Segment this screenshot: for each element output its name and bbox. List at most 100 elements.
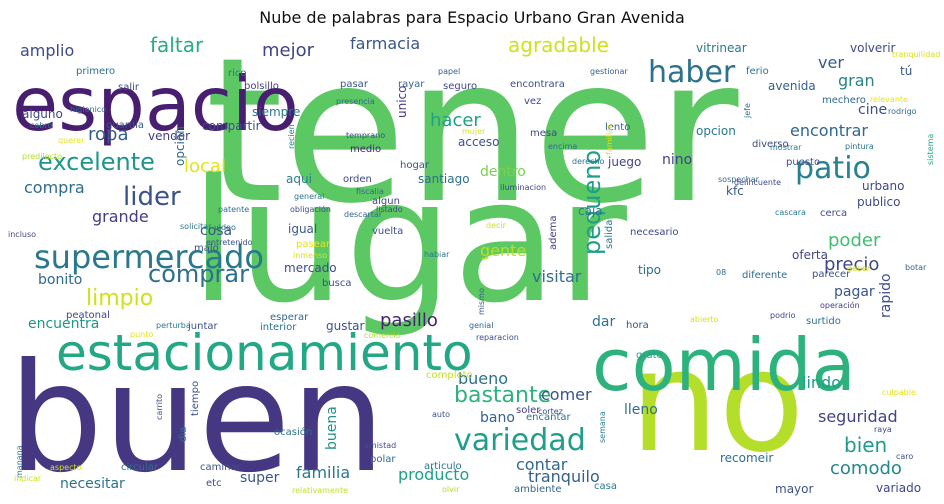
word-122: iluminacion <box>500 183 546 192</box>
word-183: semana <box>598 411 607 443</box>
word-29: grande <box>92 207 149 226</box>
word-32: precio <box>824 254 879 275</box>
word-134: malo <box>194 243 219 254</box>
word-180: cortez <box>538 407 563 416</box>
word-45: visitar <box>532 267 582 286</box>
word-83: opción <box>173 126 187 166</box>
word-162: manana <box>15 445 24 478</box>
word-192: olvir <box>442 485 460 494</box>
word-103: sistema <box>926 134 935 165</box>
word-77: publico <box>857 195 900 209</box>
word-114: mesa <box>530 128 557 139</box>
word-184: raya <box>874 425 892 434</box>
word-141: necesario <box>630 227 679 238</box>
word-2: buen <box>8 332 386 504</box>
word-172: carrito <box>155 394 164 420</box>
word-46: cosa <box>200 223 232 239</box>
word-31: poder <box>828 230 881 251</box>
word-143: habiar <box>424 250 450 259</box>
word-79: oferta <box>792 248 828 262</box>
word-61: caja <box>578 204 603 218</box>
word-179: soler <box>516 405 541 416</box>
word-107: unico <box>395 86 409 118</box>
word-161: reparacion <box>476 333 519 342</box>
word-148: cascara <box>775 208 806 217</box>
word-66: recomeir <box>720 451 773 465</box>
word-50: buena <box>324 406 340 450</box>
word-149: cerca <box>820 208 847 219</box>
word-131: video <box>214 223 236 232</box>
word-146: busca <box>322 278 352 289</box>
word-150: parecer <box>812 269 851 280</box>
word-43: pasillo <box>380 310 438 331</box>
word-69: vitrinear <box>696 41 747 55</box>
word-38: comer <box>541 385 592 404</box>
word-121: obligación <box>290 204 331 214</box>
word-76: urbano <box>862 179 904 193</box>
word-166: juntar <box>187 321 219 332</box>
word-58: dentro <box>480 164 526 180</box>
word-197: etc <box>206 478 222 489</box>
word-86: salir <box>118 82 140 93</box>
word-111: querer <box>58 136 85 145</box>
word-139: adema <box>548 216 559 251</box>
word-60: acceso <box>458 135 500 149</box>
word-56: nino <box>662 152 692 168</box>
word-98: mechero <box>822 95 866 106</box>
word-55: cine <box>858 102 887 118</box>
word-8: variedad <box>454 423 586 458</box>
word-187: aspecto <box>50 463 82 472</box>
word-104: mostrar <box>770 143 802 152</box>
word-186: culpable <box>882 388 916 397</box>
word-62: gustar <box>326 319 365 333</box>
word-16: bastante <box>454 383 551 408</box>
word-10: patio <box>795 151 871 186</box>
word-178: articulo <box>424 461 462 472</box>
word-125: encima <box>548 142 577 151</box>
word-130: solicitar <box>180 222 212 231</box>
word-175: ocasión <box>274 426 312 438</box>
word-165: perturba <box>156 321 191 330</box>
word-185: caro <box>896 452 913 461</box>
word-44: bonito <box>38 272 82 288</box>
word-26: hacer <box>430 110 481 131</box>
word-1: lugar <box>190 143 627 341</box>
word-94: papel <box>438 67 460 76</box>
word-47: encuentra <box>28 316 99 332</box>
word-20: mejor <box>262 40 315 61</box>
word-181: encantar <box>526 412 572 423</box>
word-9: haber <box>648 55 736 90</box>
word-64: bano <box>480 410 515 426</box>
word-169: esperar <box>270 312 309 323</box>
word-21: farmacia <box>350 34 420 53</box>
word-132: entretenido <box>206 238 253 247</box>
word-105: lento <box>605 122 630 133</box>
word-101: puesto <box>786 157 820 168</box>
word-152: botar <box>905 263 927 272</box>
chart-title: Nube de palabras para Espacio Urbano Gra… <box>259 8 685 27</box>
word-5: comida <box>592 323 856 407</box>
word-71: volverir <box>850 41 896 55</box>
word-168: comercio <box>364 331 401 340</box>
word-57: opcion <box>696 124 736 138</box>
word-155: operación <box>820 300 860 310</box>
word-78: kfc <box>726 184 744 198</box>
word-40: tranquilo <box>528 467 600 486</box>
word-110: cobro <box>30 121 52 130</box>
word-190: indicar <box>14 474 42 483</box>
word-167: interior <box>260 322 297 333</box>
word-100: diverso <box>752 139 789 150</box>
word-154: 08 <box>716 268 726 277</box>
word-28: compra <box>24 178 85 197</box>
word-99: jefe <box>743 103 752 119</box>
word-25: local <box>184 156 226 177</box>
word-13: comprar <box>148 260 249 288</box>
word-119: fiscalia <box>356 187 384 196</box>
word-176: amistad <box>364 441 396 450</box>
word-52: pagar <box>834 284 875 300</box>
word-6: estacionamiento <box>56 324 473 382</box>
word-7: supermercado <box>34 238 264 276</box>
word-88: rico <box>228 68 247 79</box>
word-135: algun <box>372 196 400 207</box>
